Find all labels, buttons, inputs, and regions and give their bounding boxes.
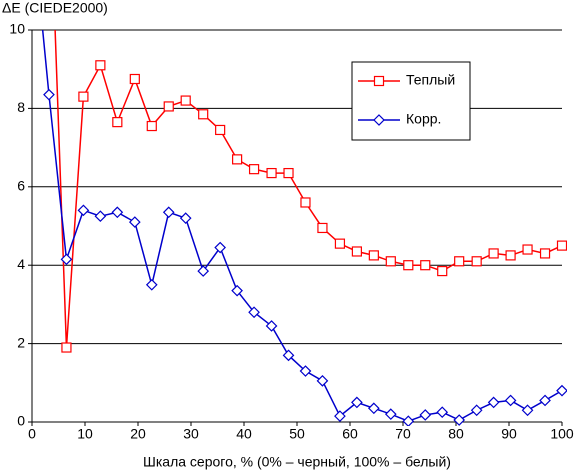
marker	[556, 240, 567, 251]
x-tick-label: 20	[130, 426, 146, 442]
marker	[368, 402, 380, 415]
marker	[351, 396, 363, 409]
marker	[163, 101, 174, 112]
marker	[373, 75, 385, 87]
x-tick-label: 80	[448, 426, 464, 442]
marker	[162, 206, 175, 219]
marker	[248, 306, 260, 319]
marker	[283, 167, 294, 179]
marker	[487, 396, 500, 409]
marker	[334, 238, 346, 249]
marker	[198, 109, 209, 120]
marker	[419, 409, 432, 421]
series-line	[54, 30, 563, 348]
marker	[471, 256, 482, 267]
marker	[43, 88, 55, 101]
marker	[316, 374, 329, 387]
x-tick-label: 70	[395, 426, 411, 442]
marker	[215, 124, 226, 136]
x-tick-label: 100	[550, 426, 574, 442]
marker	[403, 260, 414, 271]
y-tick-label: 6	[17, 178, 25, 194]
marker	[111, 206, 124, 219]
marker	[214, 241, 226, 254]
marker	[373, 114, 385, 126]
marker	[129, 73, 140, 85]
y-tick-label: 0	[17, 413, 25, 429]
marker	[94, 210, 107, 223]
marker	[539, 248, 551, 259]
marker	[437, 265, 448, 277]
marker	[420, 260, 431, 271]
y-tick-label: 8	[17, 99, 25, 115]
marker	[384, 408, 397, 421]
x-tick-label: 10	[77, 426, 93, 442]
marker	[95, 60, 106, 71]
x-tick-label: 40	[236, 426, 252, 442]
marker	[61, 342, 72, 353]
marker	[488, 248, 499, 259]
legend-box	[351, 61, 471, 141]
marker	[351, 246, 362, 257]
x-tick-label: 60	[342, 426, 358, 442]
marker	[522, 244, 533, 255]
marker	[265, 320, 278, 332]
marker	[231, 284, 243, 297]
marker	[60, 253, 73, 266]
marker	[128, 216, 141, 228]
x-tick-label: 30	[183, 426, 199, 442]
x-tick-label: 90	[501, 426, 517, 442]
marker	[197, 265, 210, 277]
marker	[248, 164, 260, 175]
marker	[453, 414, 466, 426]
marker	[317, 222, 328, 234]
marker	[385, 256, 396, 267]
marker	[539, 394, 551, 407]
marker	[505, 250, 516, 261]
marker	[112, 117, 123, 128]
marker	[402, 415, 415, 426]
marker	[454, 256, 465, 267]
marker	[78, 91, 89, 102]
x-tick-label: 50	[289, 426, 305, 442]
legend-label: Теплый	[406, 72, 455, 88]
y-tick-label: 4	[17, 256, 25, 272]
marker	[334, 410, 346, 422]
marker	[299, 365, 312, 377]
y-tick-label: 10	[9, 21, 25, 37]
marker	[521, 404, 534, 417]
y-axis-label: ΔE (CIEDE2000)	[2, 0, 108, 16]
marker	[556, 384, 567, 397]
marker	[368, 250, 379, 261]
marker	[232, 154, 243, 165]
marker	[504, 394, 517, 407]
marker	[145, 278, 158, 291]
x-tick-label: 0	[28, 426, 36, 442]
marker	[282, 349, 295, 362]
marker	[77, 204, 90, 217]
legend-label: Корр.	[406, 111, 441, 127]
marker	[180, 95, 191, 106]
x-axis-label: Шкала серого, % (0% – черный, 100% – бел…	[143, 454, 451, 470]
marker	[470, 404, 483, 417]
marker	[266, 167, 277, 179]
series-line	[41, 30, 563, 423]
marker	[300, 197, 311, 208]
y-tick-label: 2	[17, 334, 25, 350]
plot-area	[41, 30, 567, 426]
marker	[146, 120, 157, 132]
marker	[436, 406, 449, 419]
marker	[179, 212, 192, 225]
